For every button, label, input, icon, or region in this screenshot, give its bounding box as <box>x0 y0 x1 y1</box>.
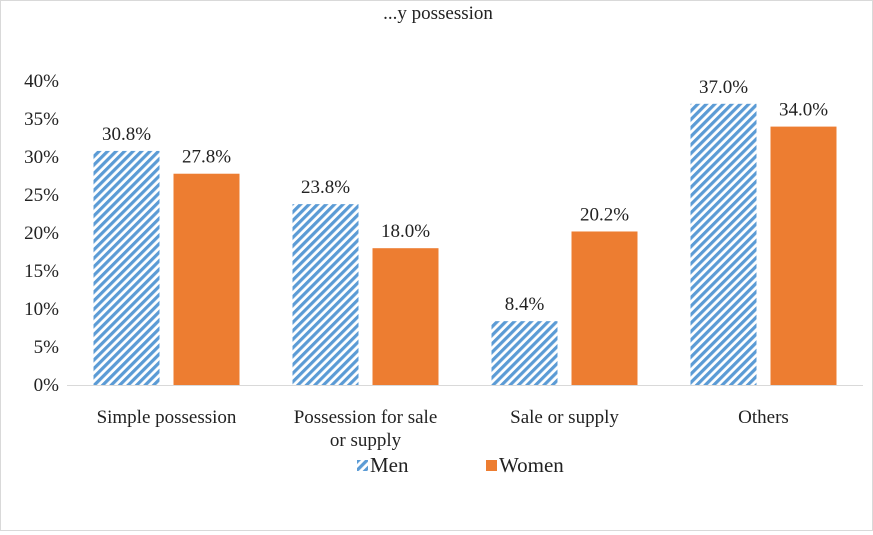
bar-women <box>571 231 638 385</box>
y-tick-label: 40% <box>24 71 59 92</box>
category-label: or supply <box>330 430 402 451</box>
data-label: 27.8% <box>182 147 231 168</box>
category-label: Others <box>738 407 789 428</box>
data-labels: 30.8% 27.8% 23.8% 18.0% 8.4% 20.2% 37.0% 34.0% <box>102 77 828 315</box>
bar-women <box>372 248 439 385</box>
y-axis: 0% 5% 10% 15% 20% 25% 30% 35% 40% <box>24 71 59 396</box>
y-tick-label: 35% <box>24 109 59 130</box>
legend-label-women: Women <box>499 453 564 477</box>
y-tick-label: 20% <box>24 223 59 244</box>
legend-label-men: Men <box>370 453 409 477</box>
legend-swatch-women <box>486 460 497 471</box>
bar-men <box>93 150 160 385</box>
bar-men <box>491 321 558 385</box>
data-label: 23.8% <box>301 177 350 198</box>
category-label: Sale or supply <box>510 407 619 428</box>
y-tick-label: 15% <box>24 261 59 282</box>
data-label: 8.4% <box>505 294 545 315</box>
chart-title: ...y possession <box>383 3 493 24</box>
bar-men <box>690 103 757 386</box>
bar-men <box>292 204 359 385</box>
data-label: 20.2% <box>580 204 629 225</box>
bar-women <box>770 126 837 385</box>
legend-swatch-men <box>357 460 368 471</box>
bars <box>93 103 837 386</box>
category-label: Simple possession <box>97 407 237 428</box>
bar-women <box>173 173 240 385</box>
data-label: 18.0% <box>381 221 430 242</box>
y-tick-label: 25% <box>24 185 59 206</box>
data-label: 30.8% <box>102 124 151 145</box>
data-label: 34.0% <box>779 100 828 121</box>
y-tick-label: 5% <box>34 337 60 358</box>
category-label: Possession for sale <box>294 407 438 428</box>
y-tick-label: 0% <box>34 375 60 396</box>
data-label: 37.0% <box>699 77 748 98</box>
legend: Men Women <box>357 453 564 477</box>
y-tick-label: 30% <box>24 147 59 168</box>
y-tick-label: 10% <box>24 299 59 320</box>
